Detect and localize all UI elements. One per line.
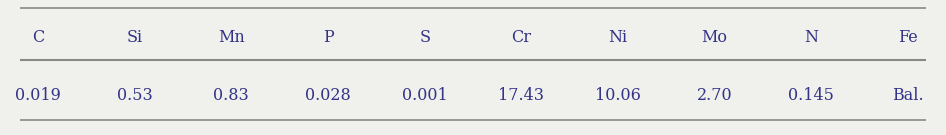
Text: P: P — [323, 30, 333, 46]
Text: 0.028: 0.028 — [306, 87, 351, 104]
Text: S: S — [419, 30, 430, 46]
Text: Si: Si — [127, 30, 143, 46]
Text: 0.83: 0.83 — [214, 87, 249, 104]
Text: Mo: Mo — [702, 30, 727, 46]
Text: N: N — [804, 30, 818, 46]
Text: Mn: Mn — [218, 30, 245, 46]
Text: C: C — [32, 30, 44, 46]
Text: 10.06: 10.06 — [595, 87, 641, 104]
Text: Fe: Fe — [898, 30, 918, 46]
Text: Bal.: Bal. — [892, 87, 924, 104]
Text: Ni: Ni — [608, 30, 627, 46]
Text: 0.53: 0.53 — [116, 87, 152, 104]
Text: 2.70: 2.70 — [697, 87, 732, 104]
Text: 0.145: 0.145 — [788, 87, 834, 104]
Text: Cr: Cr — [512, 30, 532, 46]
Text: 0.019: 0.019 — [15, 87, 61, 104]
Text: 17.43: 17.43 — [499, 87, 544, 104]
Text: 0.001: 0.001 — [402, 87, 447, 104]
